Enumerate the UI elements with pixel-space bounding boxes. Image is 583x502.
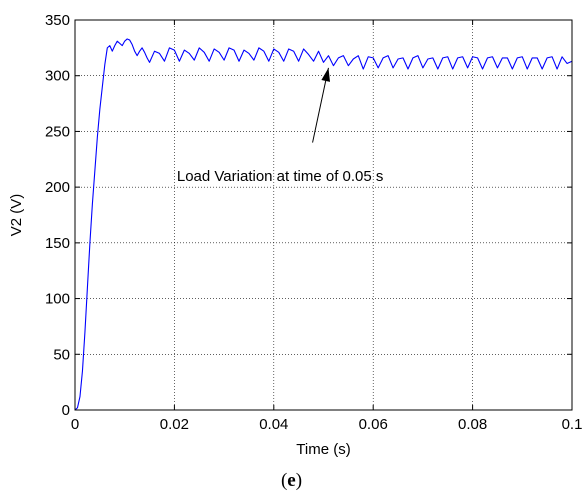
y-tick-label: 350 — [45, 12, 70, 29]
plot-frame — [74, 19, 573, 411]
y-tick-label: 50 — [53, 346, 70, 363]
y-tick-label: 100 — [45, 291, 70, 308]
plot-background — [75, 20, 572, 410]
y-axis-label: V2 (V) — [8, 194, 25, 237]
x-tick-label: 0.02 — [160, 416, 189, 433]
y-tick-label: 200 — [45, 179, 70, 196]
x-tick-label: 0.06 — [359, 416, 388, 433]
grid — [75, 20, 572, 410]
x-tick-label: 0.1 — [562, 416, 583, 433]
panel-label-open: ( — [280, 470, 288, 491]
x-tick-label: 0.04 — [259, 416, 288, 433]
annotation-arrow-head — [321, 67, 331, 82]
panel-label: (e) — [0, 470, 583, 492]
panel-label-close: ) — [295, 470, 303, 491]
x-tick-label: 0 — [71, 416, 79, 433]
series-line-v2 — [74, 38, 573, 411]
y-tick-label: 250 — [45, 123, 70, 140]
line-chart: 0 0.02 0.04 0.06 0.08 0.1 0 50 100 150 200 250 300 35… — [8, 12, 582, 458]
annotation-text: Load Variation at time of 0.05 s — [177, 168, 384, 185]
y-tick-label: 300 — [45, 68, 70, 85]
panel-label-letter: e — [287, 470, 296, 491]
ticks: 0 0.02 0.04 0.06 0.08 0.1 0 50 100 150 200 250 300 35… — [45, 12, 582, 433]
x-tick-label: 0.08 — [458, 416, 487, 433]
annotation-layer: Load Variation at time of 0.05 s — [177, 67, 384, 185]
x-axis-label: Time (s) — [296, 441, 350, 458]
y-tick-label: 0 — [62, 402, 70, 419]
y-tick-label: 150 — [45, 235, 70, 252]
series-layer — [74, 38, 573, 411]
